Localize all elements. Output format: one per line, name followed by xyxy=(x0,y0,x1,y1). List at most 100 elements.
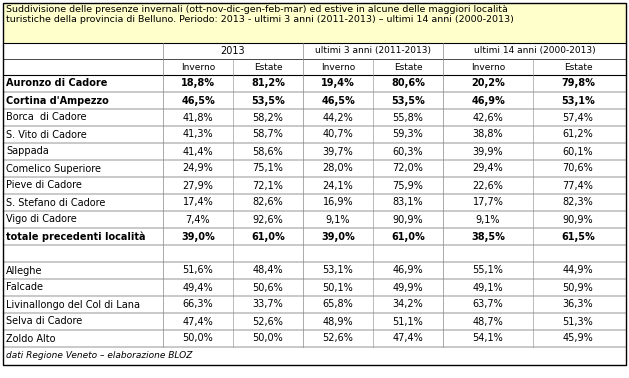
Text: totale precedenti località: totale precedenti località xyxy=(6,231,145,242)
Text: 16,9%: 16,9% xyxy=(323,197,353,208)
Text: 50,0%: 50,0% xyxy=(182,333,213,344)
Bar xyxy=(3,279,626,296)
Text: 42,6%: 42,6% xyxy=(472,113,503,122)
Text: 19,4%: 19,4% xyxy=(321,79,355,88)
Text: S. Vito di Cadore: S. Vito di Cadore xyxy=(6,130,87,139)
Text: 40,7%: 40,7% xyxy=(323,130,353,139)
Text: 52,6%: 52,6% xyxy=(323,333,353,344)
Text: 79,8%: 79,8% xyxy=(561,79,595,88)
Text: 50,1%: 50,1% xyxy=(323,282,353,293)
Text: 61,2%: 61,2% xyxy=(562,130,593,139)
Text: 41,4%: 41,4% xyxy=(182,147,213,156)
Bar xyxy=(3,3,626,43)
Text: 90,9%: 90,9% xyxy=(392,214,423,225)
Text: 90,9%: 90,9% xyxy=(563,214,593,225)
Text: 2013: 2013 xyxy=(221,46,245,56)
Text: 53,1%: 53,1% xyxy=(323,265,353,276)
Text: 24,1%: 24,1% xyxy=(323,181,353,191)
Text: S. Stefano di Cadore: S. Stefano di Cadore xyxy=(6,197,106,208)
Text: 39,0%: 39,0% xyxy=(321,231,355,242)
Text: 50,0%: 50,0% xyxy=(253,333,284,344)
Text: 51,6%: 51,6% xyxy=(182,265,213,276)
Text: Estate: Estate xyxy=(564,62,593,71)
Text: 80,6%: 80,6% xyxy=(391,79,425,88)
Bar xyxy=(3,109,626,126)
Text: Estate: Estate xyxy=(394,62,422,71)
Text: 53,5%: 53,5% xyxy=(391,96,425,105)
Text: Inverno: Inverno xyxy=(471,62,505,71)
Text: 49,1%: 49,1% xyxy=(472,282,503,293)
Bar xyxy=(3,228,626,245)
Text: 46,9%: 46,9% xyxy=(392,265,423,276)
Bar xyxy=(3,43,626,59)
Text: 29,4%: 29,4% xyxy=(472,164,503,174)
Bar xyxy=(3,347,626,365)
Text: 51,1%: 51,1% xyxy=(392,316,423,327)
Text: Livinallongo del Col di Lana: Livinallongo del Col di Lana xyxy=(6,299,140,310)
Text: Cortina d'Ampezzo: Cortina d'Ampezzo xyxy=(6,96,109,105)
Bar xyxy=(3,75,626,92)
Bar xyxy=(3,262,626,279)
Text: Sappada: Sappada xyxy=(6,147,49,156)
Text: 60,3%: 60,3% xyxy=(392,147,423,156)
Bar xyxy=(3,143,626,160)
Text: Pieve di Cadore: Pieve di Cadore xyxy=(6,181,82,191)
Text: 38,8%: 38,8% xyxy=(472,130,503,139)
Bar xyxy=(3,177,626,194)
Text: 49,9%: 49,9% xyxy=(392,282,423,293)
Text: 72,0%: 72,0% xyxy=(392,164,423,174)
Text: Inverno: Inverno xyxy=(181,62,215,71)
Text: 44,9%: 44,9% xyxy=(563,265,593,276)
Text: 39,0%: 39,0% xyxy=(181,231,215,242)
Text: 53,1%: 53,1% xyxy=(561,96,595,105)
Text: 41,3%: 41,3% xyxy=(182,130,213,139)
Text: 61,5%: 61,5% xyxy=(561,231,595,242)
Text: 82,3%: 82,3% xyxy=(562,197,593,208)
Text: 83,1%: 83,1% xyxy=(392,197,423,208)
Text: 28,0%: 28,0% xyxy=(323,164,353,174)
Text: Alleghe: Alleghe xyxy=(6,265,43,276)
Bar xyxy=(3,126,626,143)
Bar xyxy=(3,43,626,365)
Text: 61,0%: 61,0% xyxy=(251,231,285,242)
Bar xyxy=(3,59,626,75)
Text: 48,4%: 48,4% xyxy=(253,265,283,276)
Text: 58,2%: 58,2% xyxy=(253,113,284,122)
Text: 34,2%: 34,2% xyxy=(392,299,423,310)
Text: 44,2%: 44,2% xyxy=(323,113,353,122)
Text: 17,4%: 17,4% xyxy=(182,197,213,208)
Text: 7,4%: 7,4% xyxy=(186,214,210,225)
Text: 81,2%: 81,2% xyxy=(251,79,285,88)
Text: ultimi 3 anni (2011-2013): ultimi 3 anni (2011-2013) xyxy=(315,46,431,56)
Text: 59,3%: 59,3% xyxy=(392,130,423,139)
Text: 39,9%: 39,9% xyxy=(472,147,503,156)
Text: ultimi 14 anni (2000-2013): ultimi 14 anni (2000-2013) xyxy=(474,46,595,56)
Text: 20,2%: 20,2% xyxy=(471,79,505,88)
Text: 39,7%: 39,7% xyxy=(323,147,353,156)
Text: 41,8%: 41,8% xyxy=(182,113,213,122)
Text: 50,6%: 50,6% xyxy=(253,282,284,293)
Text: Auronzo di Cadore: Auronzo di Cadore xyxy=(6,79,108,88)
Text: 52,6%: 52,6% xyxy=(253,316,284,327)
Text: 48,9%: 48,9% xyxy=(323,316,353,327)
Bar xyxy=(3,313,626,330)
Text: 49,4%: 49,4% xyxy=(182,282,213,293)
Text: 27,9%: 27,9% xyxy=(182,181,213,191)
Text: 9,1%: 9,1% xyxy=(326,214,350,225)
Text: Vigo di Cadore: Vigo di Cadore xyxy=(6,214,77,225)
Text: 75,9%: 75,9% xyxy=(392,181,423,191)
Text: Comelico Superiore: Comelico Superiore xyxy=(6,164,101,174)
Text: 24,9%: 24,9% xyxy=(182,164,213,174)
Text: 33,7%: 33,7% xyxy=(253,299,284,310)
Bar xyxy=(3,296,626,313)
Text: 38,5%: 38,5% xyxy=(471,231,505,242)
Text: 22,6%: 22,6% xyxy=(472,181,503,191)
Text: Zoldo Alto: Zoldo Alto xyxy=(6,333,55,344)
Bar xyxy=(3,330,626,347)
Text: 77,4%: 77,4% xyxy=(562,181,593,191)
Text: 58,7%: 58,7% xyxy=(253,130,284,139)
Text: dati Regione Veneto – elaborazione BLOZ: dati Regione Veneto – elaborazione BLOZ xyxy=(6,352,192,361)
Text: 75,1%: 75,1% xyxy=(253,164,284,174)
Text: 46,5%: 46,5% xyxy=(181,96,215,105)
Text: 9,1%: 9,1% xyxy=(476,214,500,225)
